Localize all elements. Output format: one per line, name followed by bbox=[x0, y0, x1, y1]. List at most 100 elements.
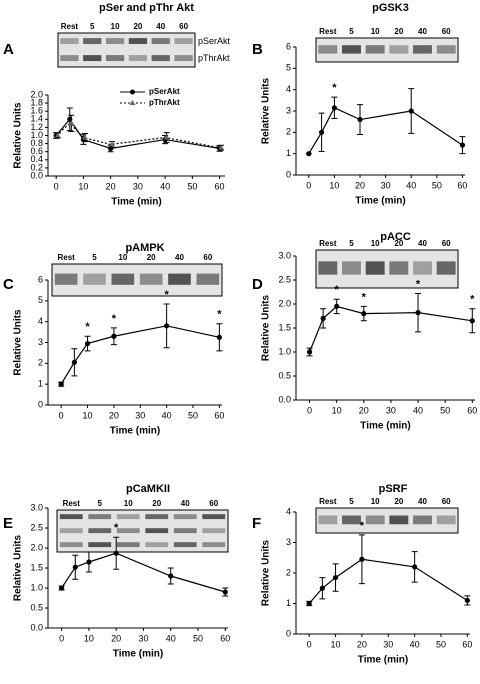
blot bbox=[51, 263, 223, 297]
blot-band bbox=[173, 514, 197, 520]
blot-band bbox=[202, 514, 226, 520]
blot-band bbox=[139, 273, 163, 285]
point bbox=[464, 597, 470, 604]
blot-band bbox=[413, 45, 432, 54]
x-tick-label: 50 bbox=[187, 181, 197, 191]
point bbox=[459, 142, 466, 148]
lane-label: 20 bbox=[147, 253, 156, 262]
y-tick-label: 3 bbox=[286, 537, 291, 547]
y-tick-label: 1.0 bbox=[30, 130, 43, 140]
blot-band bbox=[88, 514, 112, 520]
y-tick-label: 2 bbox=[286, 567, 291, 577]
lane-label: 60 bbox=[203, 253, 212, 262]
x-tick-label: 0 bbox=[307, 639, 312, 649]
blot-row-label: pThrAkt bbox=[198, 53, 230, 63]
point bbox=[164, 323, 170, 329]
y-tick-label: 0.0 bbox=[30, 170, 43, 180]
blot-band bbox=[145, 528, 169, 534]
x-tick-label: 30 bbox=[138, 633, 148, 643]
x-tick-label: 30 bbox=[383, 639, 393, 649]
blot-band bbox=[318, 261, 338, 275]
y-tick-label: 2 bbox=[38, 358, 43, 368]
blot bbox=[315, 507, 459, 534]
panel-title: pSer and pThr Akt bbox=[99, 2, 194, 14]
y-tick-label: 2.0 bbox=[30, 89, 43, 99]
lane-label: 10 bbox=[118, 253, 127, 262]
point bbox=[357, 116, 363, 123]
series-line bbox=[309, 305, 473, 353]
point bbox=[319, 585, 325, 591]
lane-label: 20 bbox=[394, 497, 403, 506]
blot-band bbox=[342, 261, 361, 275]
x-tick-label: 60 bbox=[467, 405, 477, 415]
x-tick-label: 40 bbox=[406, 180, 416, 190]
blot-band bbox=[168, 273, 191, 285]
blot bbox=[315, 249, 459, 289]
point bbox=[222, 589, 228, 595]
y-tick-label: 3.0 bbox=[30, 502, 43, 512]
panel-title: pAMPK bbox=[125, 242, 164, 254]
blot-band bbox=[196, 273, 220, 285]
y-tick-label: 0.5 bbox=[278, 370, 291, 380]
point bbox=[216, 334, 222, 340]
x-tick-label: 50 bbox=[432, 180, 442, 190]
point bbox=[168, 573, 174, 579]
blot-band bbox=[128, 38, 148, 45]
x-tick-label: 40 bbox=[162, 410, 172, 420]
blot-band bbox=[83, 273, 106, 285]
y-tick-label: 2 bbox=[286, 127, 291, 137]
lane-label: 60 bbox=[442, 239, 451, 248]
panel-letter: F bbox=[252, 515, 261, 532]
y-tick-label: 0 bbox=[286, 628, 291, 638]
y-tick-label: 3 bbox=[38, 337, 43, 347]
blot-band bbox=[145, 514, 169, 520]
blot-band bbox=[413, 515, 432, 525]
x-tick-label: 30 bbox=[381, 180, 391, 190]
point bbox=[306, 151, 312, 157]
point bbox=[111, 333, 117, 339]
lane-label: 5 bbox=[349, 497, 354, 506]
y-tick-label: 5 bbox=[38, 295, 43, 305]
point bbox=[58, 381, 64, 387]
y-tick-label: 4 bbox=[286, 506, 291, 516]
blot-band bbox=[59, 528, 83, 534]
lane-label: Rest bbox=[319, 27, 337, 36]
lane-label: 20 bbox=[394, 27, 403, 36]
blot-band bbox=[105, 55, 125, 62]
y-axis-title: Relative Units bbox=[13, 309, 24, 376]
lane-label: 40 bbox=[418, 497, 427, 506]
legend-marker bbox=[129, 100, 136, 105]
point bbox=[306, 349, 313, 355]
blot-band bbox=[365, 261, 385, 275]
point bbox=[71, 359, 77, 365]
significance-star: * bbox=[112, 313, 117, 325]
legend-marker bbox=[130, 89, 135, 95]
x-tick-label: 40 bbox=[160, 181, 170, 191]
blot-band bbox=[105, 38, 125, 45]
y-tick-label: 2.0 bbox=[30, 542, 43, 552]
blot-band bbox=[128, 55, 148, 62]
y-tick-label: 0.0 bbox=[278, 394, 291, 404]
lane-label: 5 bbox=[90, 22, 95, 31]
x-tick-label: 0 bbox=[59, 410, 64, 420]
lane-label: Rest bbox=[319, 497, 337, 506]
lane-label: 10 bbox=[371, 27, 380, 36]
lane-label: 60 bbox=[209, 499, 218, 508]
lane-label: 10 bbox=[111, 22, 120, 31]
panel-title: pCaMKII bbox=[126, 483, 170, 495]
series-line bbox=[55, 118, 220, 150]
panel-letter: B bbox=[252, 41, 263, 58]
panel-title: pSRF bbox=[379, 483, 408, 495]
point bbox=[59, 585, 65, 591]
point bbox=[68, 120, 75, 126]
blot bbox=[56, 509, 229, 553]
point bbox=[54, 132, 61, 138]
lane-label: 5 bbox=[98, 499, 103, 508]
y-tick-label: 1 bbox=[38, 379, 43, 389]
significance-star: * bbox=[85, 321, 90, 333]
blot-band bbox=[83, 55, 102, 62]
x-tick-label: 20 bbox=[106, 181, 116, 191]
series-line bbox=[308, 107, 463, 154]
point bbox=[331, 105, 338, 111]
